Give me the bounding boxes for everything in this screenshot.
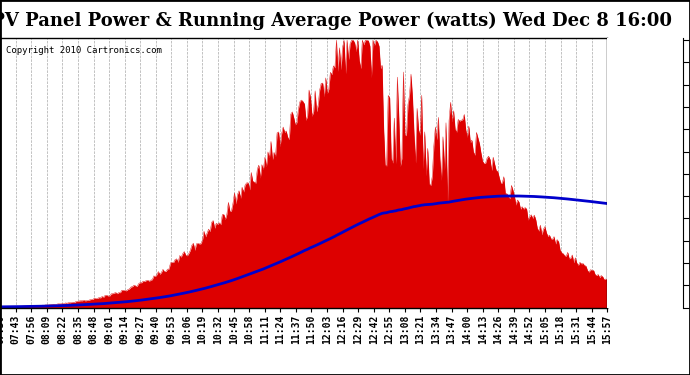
Text: Total PV Panel Power & Running Average Power (watts) Wed Dec 8 16:00: Total PV Panel Power & Running Average P…: [0, 11, 672, 30]
Text: Copyright 2010 Cartronics.com: Copyright 2010 Cartronics.com: [6, 46, 162, 55]
